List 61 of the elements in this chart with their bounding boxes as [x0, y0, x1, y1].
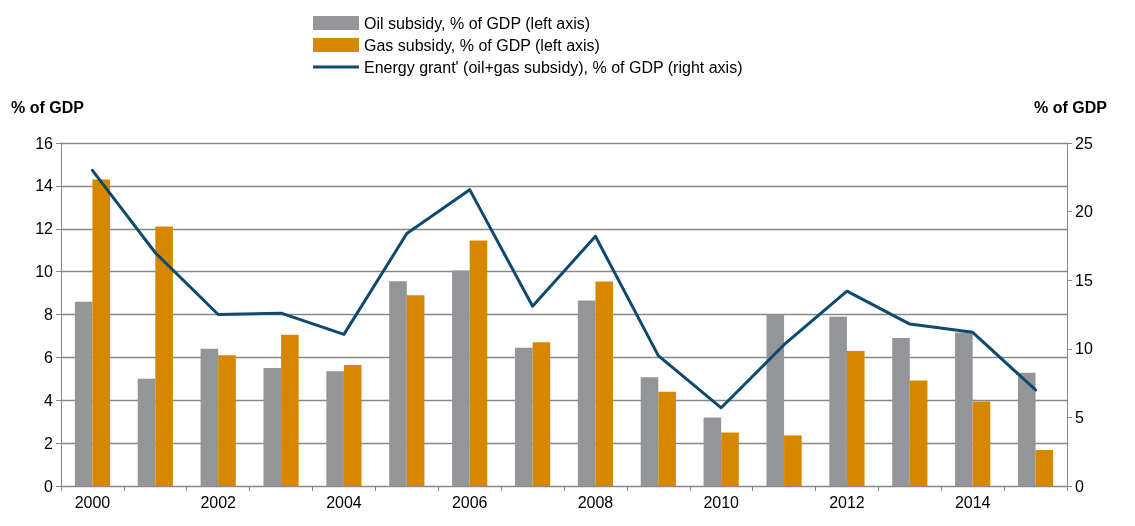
- x-tick-label: 2002: [200, 493, 237, 511]
- bar: [1017, 372, 1036, 486]
- bar: [703, 417, 722, 486]
- bar: [955, 332, 973, 486]
- y-tick-label: 4: [44, 391, 54, 409]
- bar: [846, 350, 865, 486]
- y-tick-label: 14: [35, 177, 54, 195]
- bar: [92, 179, 111, 486]
- y-tick-label: 2: [44, 434, 54, 452]
- y-tick-label: 10: [35, 263, 54, 281]
- bar: [766, 314, 785, 486]
- bar: [326, 371, 344, 486]
- bar: [532, 342, 551, 486]
- y-tick-label: 0: [44, 477, 54, 495]
- x-tick-label: 2006: [451, 493, 488, 511]
- x-tick-label: 2012: [829, 493, 865, 511]
- y2-axis-title: % of GDP: [1034, 98, 1108, 116]
- x-tick-label: 2010: [703, 493, 740, 511]
- bar: [640, 377, 659, 486]
- bar: [343, 364, 362, 486]
- bar: [514, 347, 533, 486]
- y-axis-title: % of GDP: [11, 98, 85, 116]
- legend-label: Energy grant' (oil+gas subsidy), % of GDP (right axis): [364, 58, 743, 76]
- x-tick-label: 2000: [74, 493, 111, 511]
- bar: [469, 240, 488, 486]
- bar: [658, 391, 676, 486]
- bar: [137, 378, 156, 486]
- x-tick-label: 2014: [954, 493, 991, 511]
- y-tick-label: 16: [35, 134, 54, 152]
- bar: [155, 226, 173, 486]
- bar: [892, 338, 910, 486]
- bar: [595, 281, 614, 486]
- bar: [972, 401, 991, 486]
- y2-tick-label: 0: [1075, 477, 1084, 495]
- x-tick-label: 2004: [326, 493, 362, 511]
- legend-label: Oil subsidy, % of GDP (left axis): [364, 14, 591, 32]
- bar: [577, 300, 596, 486]
- bar: [721, 432, 739, 486]
- bar: [1035, 449, 1054, 486]
- bar: [784, 435, 802, 486]
- bar: [389, 281, 407, 486]
- bar: [200, 348, 219, 486]
- y2-tick-label: 25: [1075, 134, 1093, 152]
- bar: [263, 368, 282, 486]
- y2-tick-label: 20: [1075, 203, 1093, 221]
- y2-tick-label: 5: [1075, 408, 1084, 426]
- bar: [281, 334, 299, 486]
- y2-tick-label: 10: [1075, 340, 1093, 358]
- y-tick-label: 8: [44, 306, 54, 323]
- line-series: [90, 168, 1038, 410]
- legend-label: Gas subsidy, % of GDP (left axis): [364, 36, 600, 54]
- y-tick-label: 6: [44, 348, 54, 366]
- bar: [218, 355, 236, 486]
- bar: [406, 295, 425, 486]
- y2-tick-label: 15: [1075, 271, 1093, 289]
- bar: [74, 301, 93, 486]
- bar: [909, 380, 928, 486]
- x-tick-label: 2008: [577, 493, 614, 511]
- y-tick-label: 12: [35, 220, 54, 238]
- bar: [452, 270, 470, 486]
- bar: [829, 316, 847, 486]
